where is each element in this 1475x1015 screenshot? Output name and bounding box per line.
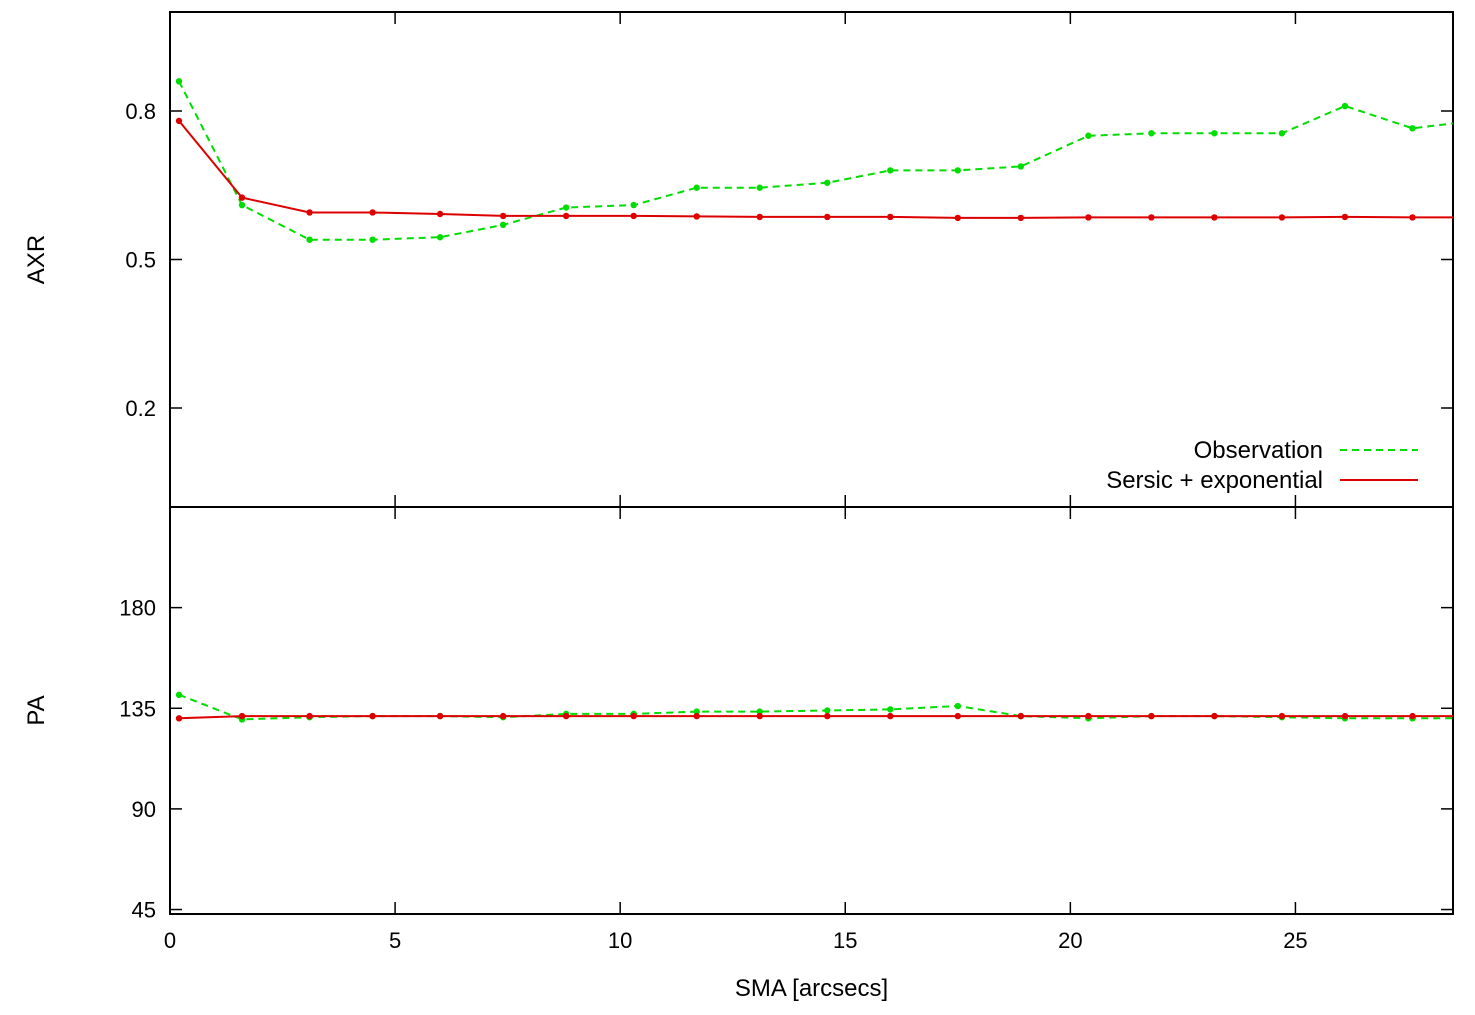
axr-model-point <box>1341 213 1349 221</box>
pa-ylabel: PA <box>23 695 50 725</box>
x-tick-label: 5 <box>389 928 401 953</box>
axr-model-point <box>630 212 637 220</box>
axr-model-point <box>238 194 246 201</box>
pa-observation-point <box>954 702 962 710</box>
axr-model-point <box>824 213 831 221</box>
pa-model-point <box>630 712 637 720</box>
axr-observation-point <box>1148 130 1155 137</box>
axr-observation-point <box>1017 163 1025 170</box>
pa-observation-point <box>887 706 894 713</box>
pa-observation-point <box>693 708 700 715</box>
axr-model-point <box>954 214 962 222</box>
axr-model-point <box>1148 214 1155 221</box>
legend-label: Observation <box>1194 437 1323 464</box>
pa-model-point <box>1085 712 1092 720</box>
pa-observation-point <box>824 707 831 714</box>
axr-observation-point <box>756 184 763 191</box>
axr-ylabel: AXR <box>23 235 50 284</box>
axr-observation-point <box>238 201 246 209</box>
pa-model-point <box>887 712 894 720</box>
pa-model-point <box>954 712 962 720</box>
axr-plot-frame <box>169 11 1454 508</box>
axr-model-point <box>1085 214 1092 221</box>
axr-model-point <box>1017 214 1025 222</box>
axr-observation-point <box>630 201 637 209</box>
axr-model-point <box>756 213 763 221</box>
axr-observation-point <box>1085 132 1092 139</box>
pa-model-point <box>175 715 183 722</box>
axr-observation-point <box>1341 102 1349 110</box>
pa-model-point <box>1409 712 1416 720</box>
pa-ytick-label: 135 <box>119 696 156 721</box>
axr-model-point <box>1211 214 1218 221</box>
axr-model-point <box>1409 214 1416 221</box>
pa-model-point <box>1278 712 1286 720</box>
axr-model-line <box>178 120 1453 219</box>
axr-model-point <box>1278 214 1286 221</box>
axr-observation-point <box>306 236 313 243</box>
pa-model-point <box>1341 712 1349 720</box>
axr-model-point <box>693 213 700 220</box>
pa-model-point <box>1211 712 1218 720</box>
x-tick-label: 20 <box>1058 928 1082 953</box>
axr-observation-point <box>1278 130 1286 137</box>
pa-panel: 45 90 135 180 0 5 10 15 20 25 PA SMA [arcsecs] <box>23 506 1454 1002</box>
pa-model-point <box>824 712 831 720</box>
x-tick-label: 0 <box>164 928 176 953</box>
axr-model-point <box>175 117 183 125</box>
pa-ytick-label: 90 <box>132 797 156 822</box>
axr-observation-point <box>369 236 376 243</box>
pa-ytick-label: 45 <box>132 898 156 923</box>
axr-observation-point <box>887 167 894 174</box>
pa-observation-point <box>175 691 183 699</box>
axr-observation-point <box>175 78 183 85</box>
x-axis-label: SMA [arcsecs] <box>735 975 888 1002</box>
pa-model-point <box>499 712 507 720</box>
pa-model-point <box>693 712 700 720</box>
axr-model-point <box>887 213 894 221</box>
x-tick-label: 25 <box>1283 928 1307 953</box>
legend: Observation Sersic + exponential <box>1106 437 1418 494</box>
x-tick-label: 15 <box>833 928 857 953</box>
axr-ytick-label: 0.5 <box>125 248 156 273</box>
axr-observation-point <box>824 179 831 186</box>
axr-model-point <box>306 209 313 216</box>
legend-label: Sersic + exponential <box>1106 467 1323 494</box>
pa-model-point <box>436 712 444 720</box>
axr-observation-point <box>499 221 507 229</box>
pa-model-point <box>306 712 313 720</box>
axr-model-point <box>499 212 507 220</box>
pa-model-point <box>562 712 570 720</box>
pa-model-point <box>756 712 763 720</box>
pa-ytick-label: 180 <box>119 596 156 621</box>
axr-observation-point <box>954 167 962 174</box>
pa-observation-point <box>756 708 763 715</box>
pa-plot-frame <box>169 506 1454 915</box>
axr-observation-point <box>562 204 570 211</box>
axr-observation-point <box>1211 130 1218 137</box>
axr-ytick-label: 0.8 <box>125 99 156 124</box>
axr-ytick-label: 0.2 <box>125 396 156 421</box>
axr-model-point <box>562 212 570 220</box>
axr-observation-point <box>436 234 444 241</box>
pa-model-point <box>1017 712 1025 720</box>
axr-observation-point <box>693 184 700 191</box>
pa-model-point <box>238 712 246 720</box>
pa-model-point <box>369 712 376 720</box>
axr-observation-point <box>1409 125 1416 132</box>
axr-panel: 0.2 0.5 0.8 AXR <box>23 11 1454 508</box>
axr-model-point <box>436 210 444 218</box>
x-tick-label: 10 <box>608 928 632 953</box>
pa-model-point <box>1148 712 1155 720</box>
axr-model-point <box>369 209 376 216</box>
